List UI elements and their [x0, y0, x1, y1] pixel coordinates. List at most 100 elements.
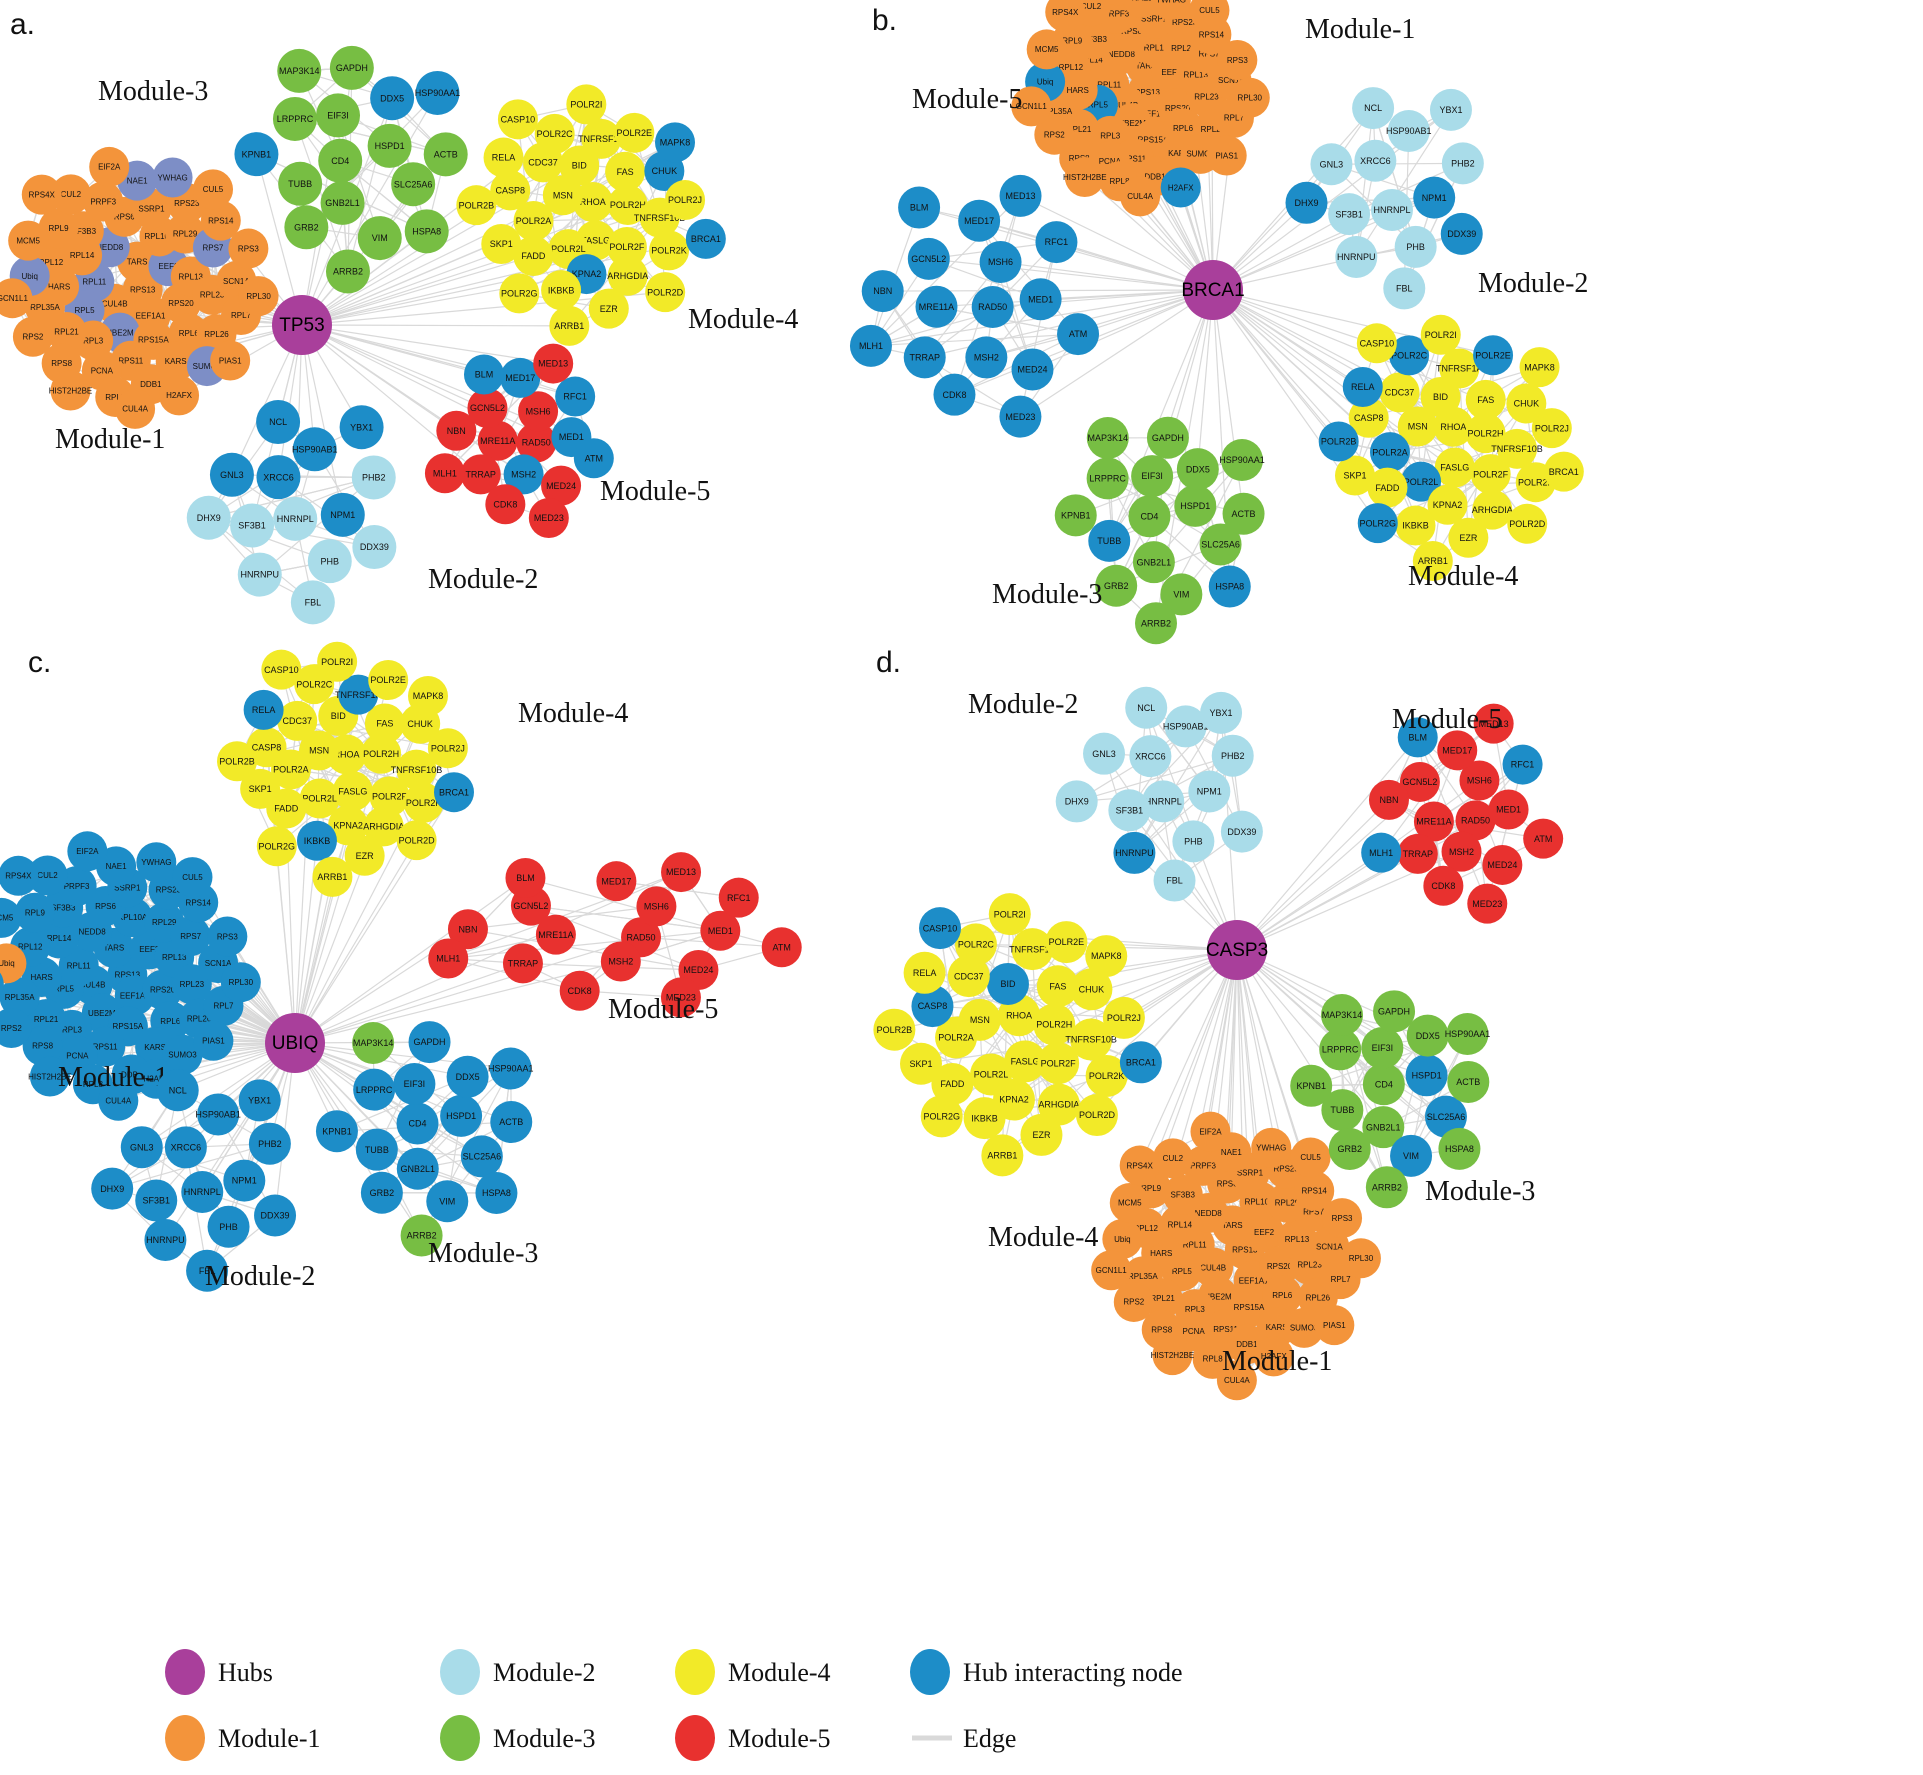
node-GCN5L2[interactable]	[907, 237, 950, 280]
node-RELA[interactable]	[1342, 366, 1383, 407]
node-HSPD1[interactable]	[367, 123, 412, 168]
node-YBX1[interactable]	[1429, 88, 1472, 131]
node-EIF2A[interactable]	[67, 831, 108, 872]
node-LRPPRC[interactable]	[1319, 1028, 1362, 1071]
node-MAPK8[interactable]	[407, 675, 448, 716]
node-POLR2F[interactable]	[606, 226, 647, 267]
node-RFC1[interactable]	[1035, 221, 1078, 264]
node-CHUK[interactable]	[1070, 968, 1113, 1011]
node-LRPPRC[interactable]	[272, 96, 317, 141]
node-NBN[interactable]	[447, 909, 488, 950]
node-CDK8[interactable]	[559, 970, 600, 1011]
node-POLR2B[interactable]	[217, 741, 258, 782]
node-FAS[interactable]	[364, 703, 405, 744]
node-MAPK8[interactable]	[655, 122, 696, 163]
node-POLR2D[interactable]	[645, 272, 686, 313]
node-IKBKB[interactable]	[296, 820, 337, 861]
node-GCN1L1[interactable]	[0, 964, 4, 1004]
node-XRCC6[interactable]	[256, 455, 301, 500]
node-SUMO3[interactable]	[1284, 1307, 1325, 1348]
node-POLR2B[interactable]	[873, 1008, 916, 1051]
node-MCM5[interactable]	[0, 897, 22, 938]
node-MED17[interactable]	[596, 861, 637, 902]
node-POLR2A[interactable]	[513, 200, 554, 241]
node-ACTB[interactable]	[423, 132, 468, 177]
node-MSH6[interactable]	[979, 241, 1022, 284]
node-PIAS1[interactable]	[193, 1020, 234, 1061]
node-SLC25A6[interactable]	[460, 1135, 503, 1178]
node-HSP90AA1[interactable]	[415, 70, 460, 115]
node-MLH1[interactable]	[849, 324, 892, 367]
node-NPM1[interactable]	[1188, 770, 1231, 813]
node-SLC25A6[interactable]	[391, 162, 436, 207]
node-FADD[interactable]	[931, 1063, 974, 1106]
node-HSPA8[interactable]	[475, 1171, 518, 1214]
node-FBL[interactable]	[1153, 859, 1196, 902]
node-HIST2H2BE[interactable]	[1064, 157, 1105, 198]
node-ARRB2[interactable]	[1365, 1166, 1408, 1209]
node-MSH2[interactable]	[503, 454, 544, 495]
node-RFC1[interactable]	[718, 877, 759, 918]
node-ARRB1[interactable]	[549, 305, 590, 346]
node-RPL30[interactable]	[1229, 77, 1270, 118]
node-HIST2H2BE[interactable]	[1152, 1335, 1193, 1376]
node-VIM[interactable]	[357, 216, 402, 261]
node-CD4[interactable]	[318, 138, 363, 183]
node-YWHAG[interactable]	[152, 157, 193, 198]
node-POLR2J[interactable]	[427, 728, 468, 769]
node-PHB2[interactable]	[1441, 142, 1484, 185]
node-CUL2[interactable]	[1152, 1138, 1193, 1179]
node-POLR2E[interactable]	[1473, 335, 1514, 376]
node-SF3B1[interactable]	[1108, 789, 1151, 832]
node-PHB2[interactable]	[1211, 734, 1254, 777]
node-RPS2[interactable]	[1113, 1281, 1154, 1322]
node-POLR2I[interactable]	[566, 84, 607, 125]
node-POLR2K[interactable]	[649, 230, 690, 271]
node-TNFRSF1A[interactable]	[1011, 928, 1054, 971]
node-POLR2F[interactable]	[1037, 1042, 1080, 1085]
node-RELA[interactable]	[483, 137, 524, 178]
node-HSPD1[interactable]	[1174, 484, 1217, 527]
node-KPNA2[interactable]	[1427, 484, 1468, 525]
node-GAPDH[interactable]	[1146, 416, 1189, 459]
node-EIF3I[interactable]	[316, 93, 361, 138]
node-TRRAP[interactable]	[1397, 833, 1438, 874]
node-POLR2H[interactable]	[361, 733, 402, 774]
node-YBX1[interactable]	[339, 405, 384, 450]
node-RPL9[interactable]	[14, 892, 55, 933]
node-HSP90AB1[interactable]	[197, 1093, 240, 1136]
node-SKP1[interactable]	[240, 768, 281, 809]
node-EZR[interactable]	[588, 288, 629, 329]
node-CASP10[interactable]	[919, 907, 962, 950]
node-POLR2B[interactable]	[456, 185, 497, 226]
node-EIF3I[interactable]	[393, 1062, 436, 1105]
node-RHOA[interactable]	[572, 182, 613, 223]
node-DHX9[interactable]	[1055, 780, 1098, 823]
node-MSH6[interactable]	[1459, 760, 1500, 801]
node-YWHAG[interactable]	[1150, 0, 1191, 20]
node-HNRNPU[interactable]	[1113, 831, 1156, 874]
node-ARRB1[interactable]	[1412, 541, 1453, 582]
node-MAP3K14[interactable]	[1321, 993, 1364, 1036]
node-SKP1[interactable]	[899, 1042, 942, 1085]
node-MLH1[interactable]	[1361, 832, 1402, 873]
node-EIF2A[interactable]	[1190, 1111, 1231, 1152]
node-KPNB1[interactable]	[1290, 1064, 1333, 1107]
node-NPM1[interactable]	[1413, 176, 1456, 219]
node-H2AFX[interactable]	[159, 375, 200, 416]
node-SF3B3[interactable]	[1162, 1174, 1203, 1215]
node-MSN[interactable]	[299, 730, 340, 771]
node-MED13[interactable]	[533, 343, 574, 384]
node-POLR2H[interactable]	[1465, 413, 1506, 454]
node-HSPA8[interactable]	[1438, 1127, 1481, 1170]
node-MAPK8[interactable]	[1519, 347, 1560, 388]
node-POLR2K[interactable]	[403, 782, 444, 823]
node-PHB[interactable]	[1172, 820, 1215, 863]
node-CUL5[interactable]	[1189, 0, 1230, 31]
node-GNB2L1[interactable]	[1362, 1106, 1405, 1149]
node-RPS2[interactable]	[0, 1007, 32, 1048]
node-CASP10[interactable]	[261, 649, 302, 690]
node-RAD50[interactable]	[516, 422, 557, 463]
node-NCL[interactable]	[256, 399, 301, 444]
node-POLR2D[interactable]	[396, 820, 437, 861]
